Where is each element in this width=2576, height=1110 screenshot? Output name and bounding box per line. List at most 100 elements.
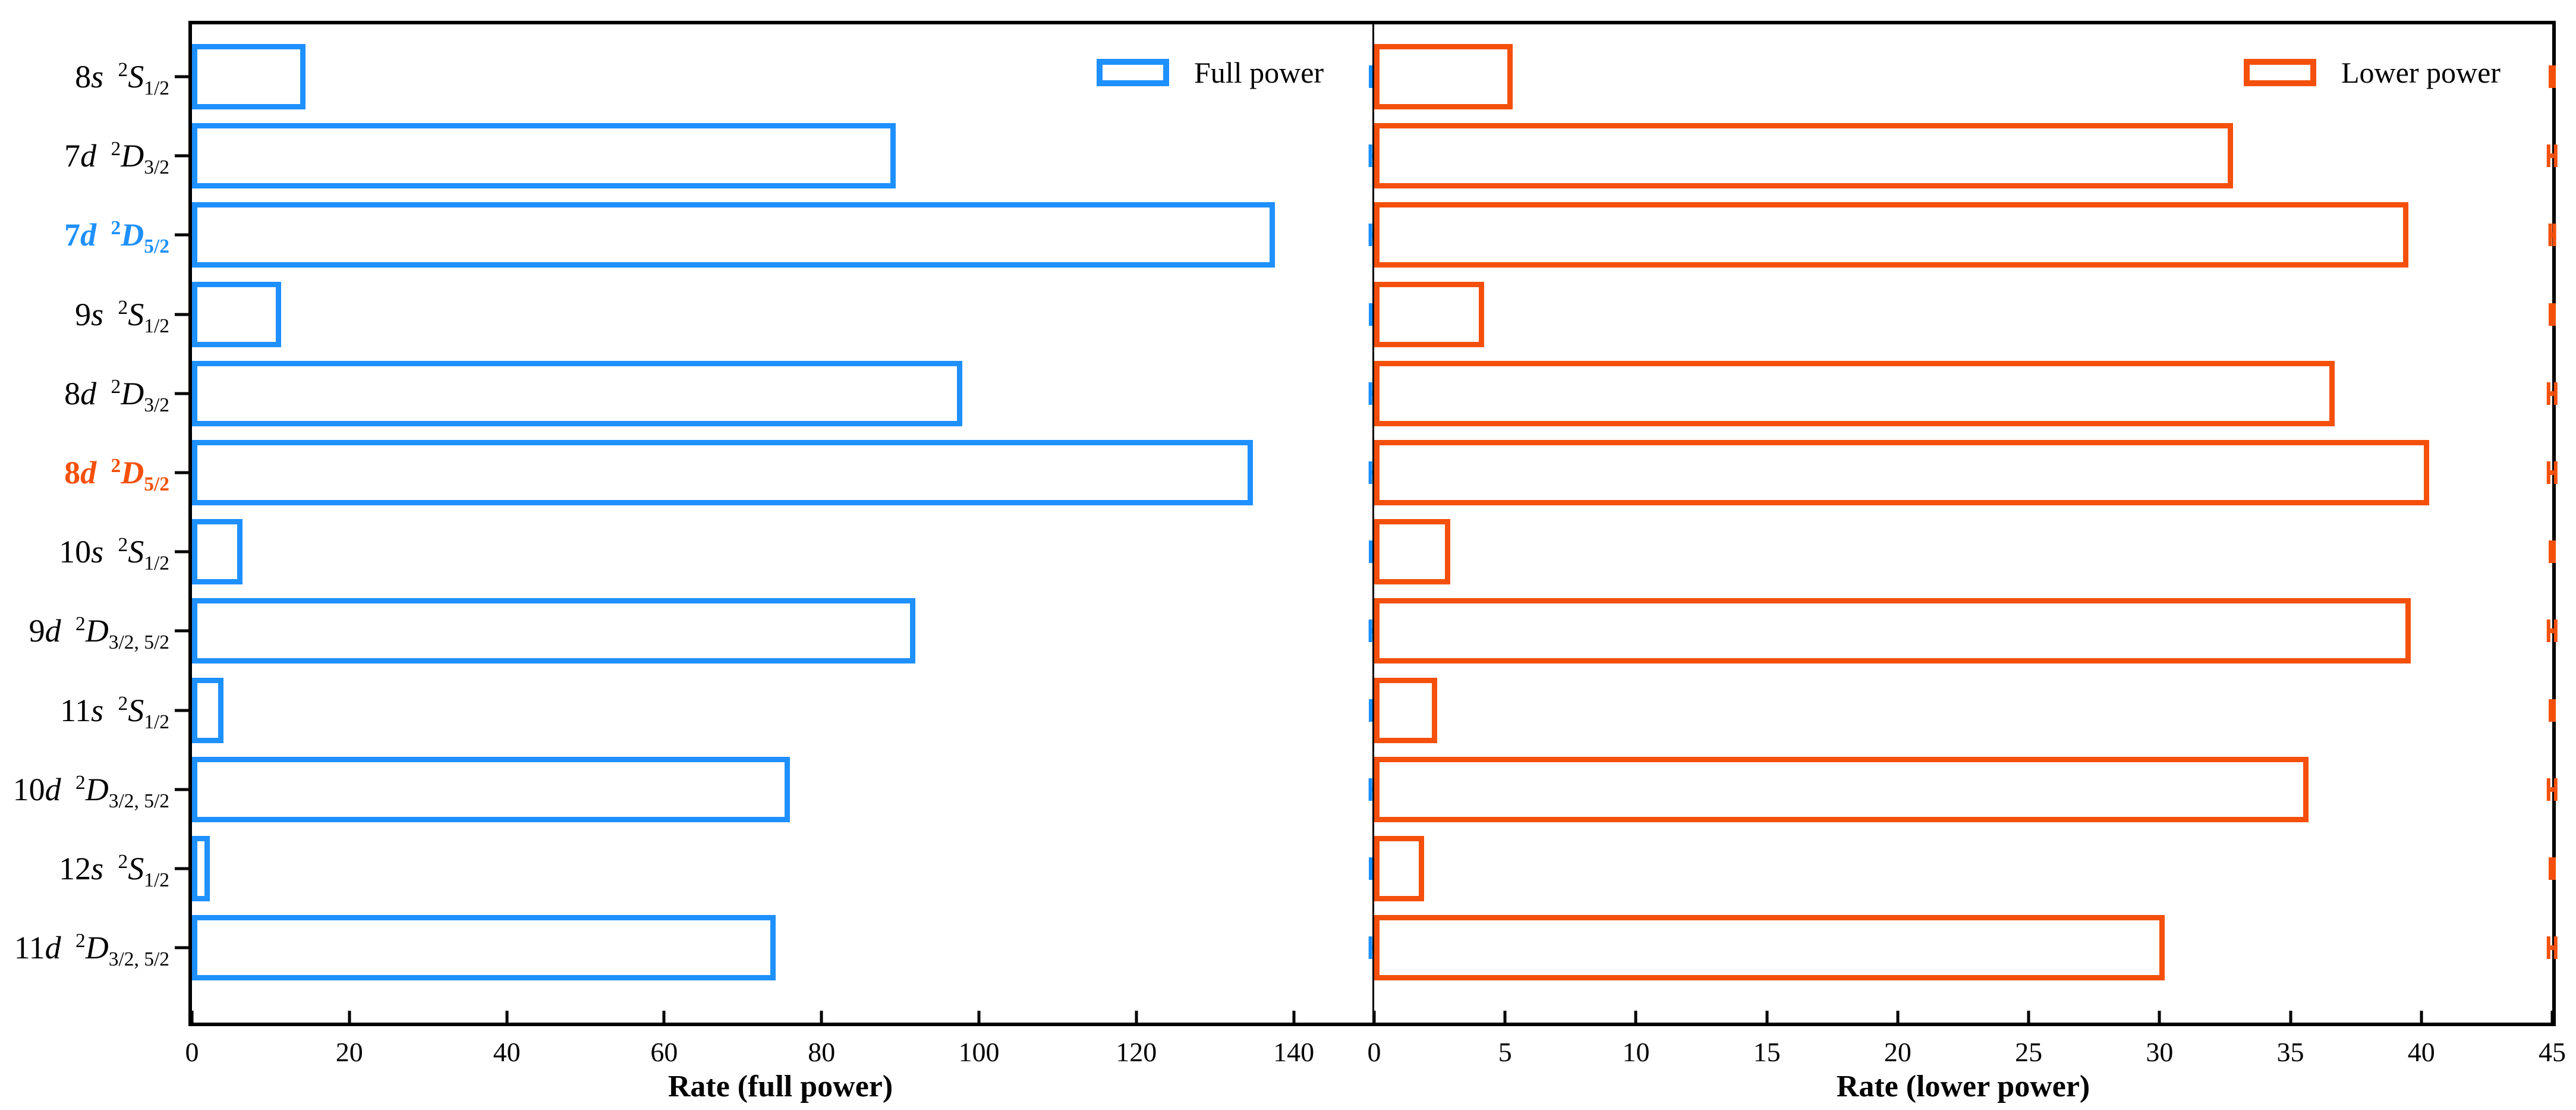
bar-row (192, 598, 1377, 664)
bar-row (1374, 440, 2558, 505)
rate-bar-10s-2S1-2 (1374, 519, 1450, 585)
rate-bar-12s-2S1-2 (1374, 836, 1424, 901)
rate-bar-9d-2D3-2-5-2 (1374, 598, 2411, 664)
x-tick (1503, 1011, 1507, 1023)
x-tick (1135, 1011, 1138, 1023)
error-bar-line (2550, 628, 2554, 634)
y-tick (175, 867, 188, 870)
bar-row (1374, 202, 2556, 268)
x-tick-label: 80 (808, 1037, 836, 1067)
rate-bar-9s-2S1-2 (192, 281, 281, 347)
full-power-plot-area: Full power (175, 21, 1377, 1026)
full-power-legend-label: Full power (1194, 56, 1324, 89)
y-tick (175, 233, 188, 237)
x-tick (977, 1011, 981, 1023)
error-bar-line (2550, 153, 2554, 159)
x-tick (2420, 1011, 2423, 1023)
rate-bar-8s-2S1-2 (1374, 44, 1513, 109)
error-bar (2547, 778, 2558, 801)
state-label-11s-1_2: 11s 2S1/2 (60, 692, 169, 733)
y-tick (175, 471, 188, 474)
rate-bar-8d-2D3-2 (1374, 360, 2335, 426)
bar-row (1374, 281, 2556, 347)
rate-bar-11s-2S1-2 (1374, 677, 1437, 743)
lower-power-legend-label: Lower power (2341, 56, 2501, 89)
bar-row (1374, 360, 2558, 426)
bar-row (1374, 519, 2556, 585)
error-bar (2547, 382, 2558, 405)
rate-bar-12s-2S1-2 (192, 836, 210, 901)
rate-bar-7d-2D3-2 (192, 123, 896, 189)
x-tick-label: 0 (1367, 1037, 1381, 1067)
bar-row (192, 677, 1376, 743)
state-label-9s-1_2: 9s 2S1/2 (75, 296, 169, 337)
x-tick (2158, 1011, 2161, 1023)
x-tick (662, 1011, 666, 1023)
x-tick (505, 1011, 509, 1023)
error-bar (2547, 620, 2558, 643)
lower-power-legend: Lower power (2244, 55, 2501, 90)
bar-row (192, 836, 1376, 901)
bar-row (1374, 598, 2558, 664)
x-tick (1372, 1011, 1376, 1023)
bar-row (192, 519, 1376, 585)
state-label-7d-5_2: 7d 2D5/2 (64, 217, 169, 258)
state-label-8d-3_2: 8d 2D3/2 (64, 375, 169, 416)
bar-row (192, 440, 1377, 505)
x-tick (190, 1011, 194, 1023)
state-label-12s-1_2: 12s 2S1/2 (59, 851, 169, 891)
x-tick (348, 1011, 351, 1023)
rate-bar-8d-2D5-2 (192, 440, 1253, 505)
x-tick (2550, 1011, 2554, 1023)
error-bar (2547, 936, 2558, 960)
x-tick-label: 15 (1753, 1037, 1781, 1067)
error-bar-line (2550, 787, 2554, 792)
x-tick-label: 140 (1273, 1037, 1315, 1067)
x-tick-label: 120 (1116, 1037, 1157, 1067)
y-tick (175, 788, 188, 791)
rate-bar-10d-2D3-2-5-2 (1374, 756, 2309, 822)
state-label-8s-1_2: 8s 2S1/2 (75, 59, 169, 99)
bar-row (192, 756, 1377, 822)
x-tick (1765, 1011, 1769, 1023)
rate-bar-11d-2D3-2-5-2 (192, 915, 776, 981)
error-bar-line (2550, 945, 2554, 951)
rate-bar-9d-2D3-2-5-2 (192, 598, 915, 664)
bar-row (192, 123, 1377, 189)
state-label-11d-3_2_5_2: 11d 2D3/2, 5/2 (14, 930, 169, 970)
y-tick (175, 629, 188, 633)
error-bar (2549, 303, 2556, 326)
x-tick-label: 40 (493, 1037, 521, 1067)
bar-row (192, 44, 1376, 109)
x-tick-label: 0 (185, 1037, 199, 1067)
x-tick-label: 40 (2407, 1037, 2435, 1067)
error-bar (2549, 857, 2556, 880)
rate-bar-11d-2D3-2-5-2 (1374, 915, 2165, 981)
y-tick (175, 946, 188, 949)
rate-bar-7d-2D3-2 (1374, 123, 2233, 189)
y-tick (175, 709, 188, 712)
lower-power-plot-area: Lower power (1372, 21, 2558, 1026)
full-power-legend: Full power (1097, 55, 1324, 90)
x-tick (1634, 1011, 1637, 1023)
state-label-9d-3_2_5_2: 9d 2D3/2, 5/2 (29, 613, 169, 654)
rate-bar-10s-2S1-2 (192, 519, 243, 585)
state-label-10s-1_2: 10s 2S1/2 (59, 534, 169, 574)
rate-bar-7d-2D5-2 (192, 202, 1275, 268)
lower-power-legend-swatch (2244, 59, 2316, 86)
x-tick-label: 30 (2146, 1037, 2174, 1067)
x-tick-label: 10 (1622, 1037, 1650, 1067)
bar-row (1374, 756, 2558, 822)
x-tick (2027, 1011, 2030, 1023)
x-tick-label: 45 (2539, 1037, 2566, 1067)
x-tick (1292, 1011, 1296, 1023)
y-tick (175, 392, 188, 395)
state-label-10d-3_2_5_2: 10d 2D3/2, 5/2 (12, 771, 169, 812)
bar-row (192, 360, 1377, 426)
x-tick-label: 60 (650, 1037, 678, 1067)
error-bar (2549, 699, 2556, 722)
x-tick (1896, 1011, 1900, 1023)
error-bar (2547, 461, 2558, 484)
rate-bar-8d-2D3-2 (192, 360, 963, 426)
